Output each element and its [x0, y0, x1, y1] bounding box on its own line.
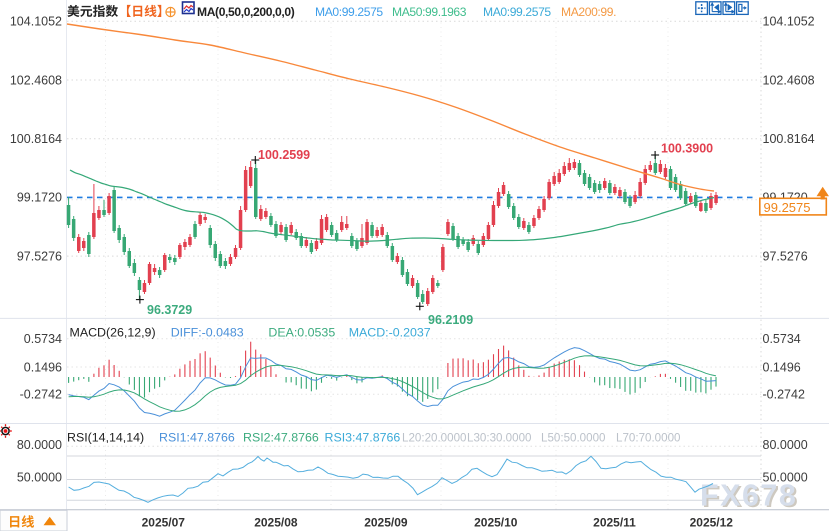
svg-text:-0.2742: -0.2742: [763, 388, 805, 402]
svg-text:0.5734: 0.5734: [763, 332, 801, 346]
svg-text:100.3900: 100.3900: [661, 142, 713, 156]
svg-text:99.1720: 99.1720: [17, 191, 62, 205]
svg-text:L70:70.0000: L70:70.0000: [616, 431, 680, 444]
svg-text:100.8164: 100.8164: [763, 132, 815, 146]
svg-text:2025/07: 2025/07: [142, 516, 186, 530]
svg-text:97.5276: 97.5276: [763, 249, 808, 263]
svg-text:97.5276: 97.5276: [17, 249, 62, 263]
svg-text:MA(0,50,0,200,0,0): MA(0,50,0,200,0,0): [197, 5, 295, 19]
svg-text:L20:20.0000: L20:20.0000: [402, 431, 466, 444]
svg-text:RSI3:47.8766: RSI3:47.8766: [325, 430, 401, 444]
svg-text:RSI1:47.8766: RSI1:47.8766: [159, 430, 235, 444]
svg-text:0.5734: 0.5734: [24, 332, 62, 346]
svg-text:100.8164: 100.8164: [10, 132, 62, 146]
svg-text:96.2109: 96.2109: [428, 313, 473, 327]
svg-text:102.4608: 102.4608: [763, 73, 815, 87]
svg-text:102.4608: 102.4608: [10, 73, 62, 87]
svg-text:DEA:0.0535: DEA:0.0535: [268, 325, 335, 339]
svg-text:-0.2742: -0.2742: [20, 388, 62, 402]
svg-text:MA0:99.2575: MA0:99.2575: [315, 5, 383, 19]
svg-text:MA50:99.1963: MA50:99.1963: [392, 5, 467, 19]
svg-text:2025/10: 2025/10: [474, 516, 518, 530]
svg-text:100.2599: 100.2599: [258, 148, 310, 162]
svg-text:50.0000: 50.0000: [763, 471, 808, 485]
svg-text:MA200:99.: MA200:99.: [561, 5, 616, 19]
svg-text:2025/12: 2025/12: [690, 516, 734, 530]
svg-text:FX678: FX678: [702, 480, 799, 514]
svg-text:99.2575: 99.2575: [764, 200, 811, 215]
svg-text:2025/08: 2025/08: [254, 516, 298, 530]
svg-text:MACD(26,12,9): MACD(26,12,9): [70, 325, 156, 339]
svg-text:104.1052: 104.1052: [763, 15, 815, 29]
svg-text:FX678: FX678: [700, 479, 797, 513]
svg-text:80.0000: 80.0000: [17, 438, 62, 452]
svg-text:2025/11: 2025/11: [593, 516, 636, 530]
svg-text:DIFF:-0.0483: DIFF:-0.0483: [171, 325, 244, 339]
svg-text:104.1052: 104.1052: [10, 15, 62, 29]
svg-text:L30:30.0000: L30:30.0000: [467, 431, 531, 444]
svg-text:2025/09: 2025/09: [364, 516, 408, 530]
svg-text:80.0000: 80.0000: [763, 438, 808, 452]
svg-text:L50:50.0000: L50:50.0000: [541, 431, 605, 444]
svg-text:96.3729: 96.3729: [147, 303, 192, 317]
svg-text:MACD:-0.2037: MACD:-0.2037: [349, 325, 431, 339]
svg-text:0.1496: 0.1496: [24, 360, 62, 374]
svg-text:0.1496: 0.1496: [763, 360, 801, 374]
svg-text:50.0000: 50.0000: [17, 471, 62, 485]
svg-text:RSI2:47.8766: RSI2:47.8766: [243, 430, 319, 444]
svg-text:RSI(14,14,14): RSI(14,14,14): [67, 430, 144, 444]
svg-text:MA0:99.2575: MA0:99.2575: [483, 5, 551, 19]
